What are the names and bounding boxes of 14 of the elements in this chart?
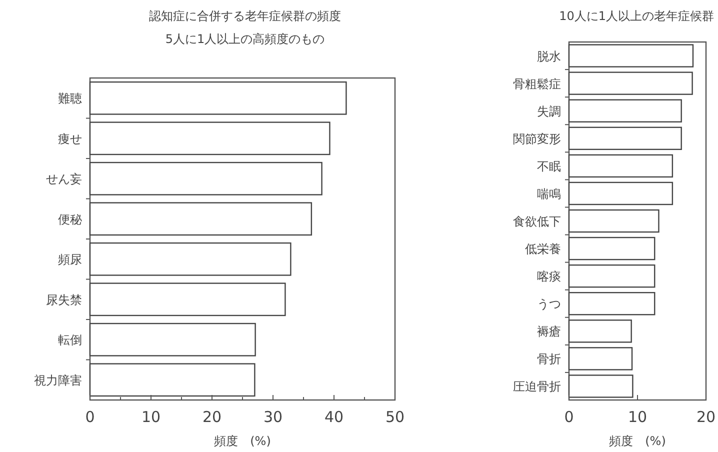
x-tick-label: 10 [628,408,648,426]
x-tick-label: 30 [263,408,283,426]
x-tick-label: 10 [141,408,161,426]
chart-title: 10人に1人以上の老年症候群 [559,9,714,23]
x-tick-label: 20 [696,408,716,426]
x-tick-label: 0 [85,408,95,426]
x-tick-label: 50 [385,408,405,426]
x-tick-label: 20 [202,408,222,426]
x-axis-title: 頻度 (%) [214,434,271,448]
chart-subtitle: 5人に1人以上の高頻度のもの [165,32,325,46]
x-tick-label: 40 [324,408,344,426]
chart-title: 認知症に合併する老年症候群の頻度 [149,9,341,23]
x-axis-title: 頻度 (%) [609,434,666,448]
x-tick-label: 0 [564,408,574,426]
